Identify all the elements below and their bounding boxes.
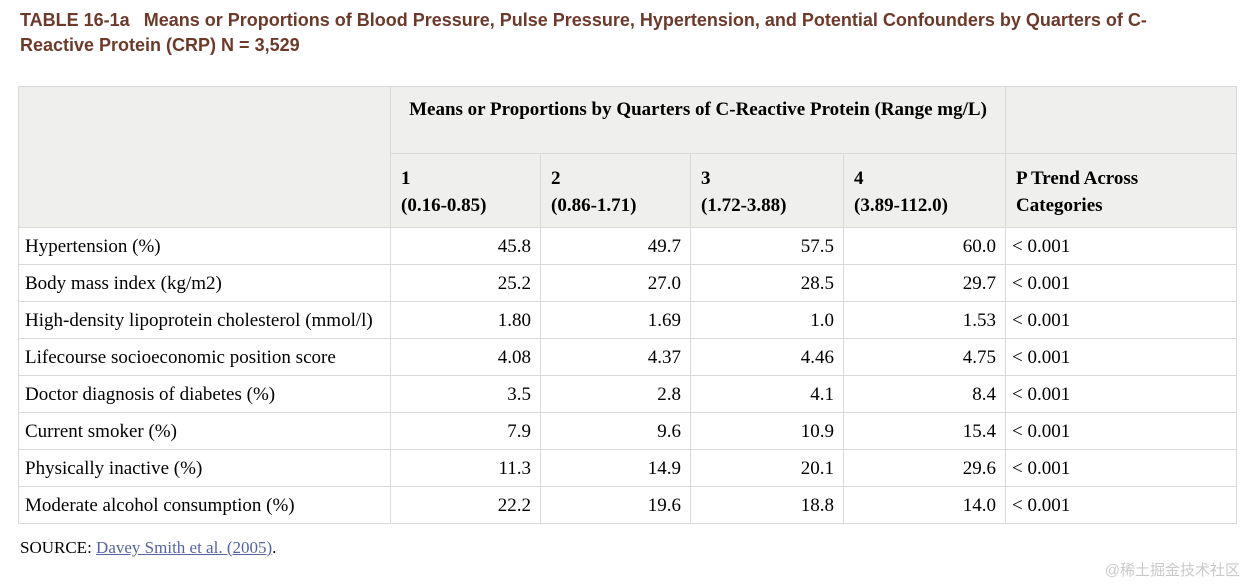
row-value: 9.6 — [540, 412, 691, 450]
quarter-2-label: 2 — [551, 168, 561, 189]
quarter-2-range: (0.86-1.71) — [551, 195, 637, 216]
row-label: Moderate alcohol consumption (%) — [18, 486, 391, 524]
row-value: 10.9 — [690, 412, 844, 450]
quarter-1-range: (0.16-0.85) — [401, 195, 487, 216]
row-label: Hypertension (%) — [18, 227, 391, 265]
quarter-1-label: 1 — [401, 168, 411, 189]
row-value: 29.6 — [842, 449, 1007, 487]
row-value: 11.3 — [390, 449, 541, 487]
row-value: 1.80 — [390, 301, 541, 339]
row-value: 19.6 — [540, 486, 691, 524]
row-label: Body mass index (kg/m2) — [18, 264, 391, 302]
column-header-quarter-4: 4 (3.89-112.0) — [842, 153, 1007, 228]
row-value: 4.46 — [690, 338, 844, 376]
source-link[interactable]: Davey Smith et al. (2005) — [96, 538, 273, 557]
crp-data-table: Means or Proportions by Quarters of C-Re… — [18, 86, 1238, 524]
row-value: 4.08 — [390, 338, 541, 376]
table-row: Physically inactive (%) 11.3 14.9 20.1 2… — [18, 449, 1238, 487]
table-row: Hypertension (%) 45.8 49.7 57.5 60.0 < 0… — [18, 227, 1238, 265]
row-label: Lifecourse socioeconomic position score — [18, 338, 391, 376]
row-label: Current smoker (%) — [18, 412, 391, 450]
row-p-value: < 0.001 — [1005, 412, 1238, 450]
row-value: 14.0 — [842, 486, 1007, 524]
column-header-quarter-2: 2 (0.86-1.71) — [540, 153, 691, 228]
row-value: 18.8 — [690, 486, 844, 524]
source-suffix: . — [272, 538, 277, 557]
row-value: 1.69 — [540, 301, 691, 339]
row-value: 22.2 — [390, 486, 541, 524]
row-p-value: < 0.001 — [1005, 264, 1238, 302]
source-prefix: SOURCE: — [20, 538, 97, 557]
row-value: 49.7 — [540, 227, 691, 265]
row-value: 4.37 — [540, 338, 691, 376]
empty-header-cell — [1005, 86, 1238, 154]
row-value: 20.1 — [690, 449, 844, 487]
table-title-label: TABLE 16-1a — [20, 10, 130, 30]
row-value: 2.8 — [540, 375, 691, 413]
row-value: 14.9 — [540, 449, 691, 487]
row-p-value: < 0.001 — [1005, 338, 1238, 376]
table-row: Current smoker (%) 7.9 9.6 10.9 15.4 < 0… — [18, 412, 1238, 450]
row-value: 1.53 — [842, 301, 1007, 339]
row-value: 60.0 — [842, 227, 1007, 265]
row-value: 27.0 — [540, 264, 691, 302]
table-row: Moderate alcohol consumption (%) 22.2 19… — [18, 486, 1238, 524]
row-value: 3.5 — [390, 375, 541, 413]
row-value: 4.1 — [690, 375, 844, 413]
quarter-4-range: (3.89-112.0) — [854, 195, 948, 216]
table-row: Body mass index (kg/m2) 25.2 27.0 28.5 2… — [18, 264, 1238, 302]
row-label: Doctor diagnosis of diabetes (%) — [18, 375, 391, 413]
row-value: 57.5 — [690, 227, 844, 265]
column-header-quarter-3: 3 (1.72-3.88) — [690, 153, 844, 228]
header-row-columns: 1 (0.16-0.85) 2 (0.86-1.71) 3 (1.72-3.88… — [19, 153, 1238, 228]
quarter-3-label: 3 — [701, 168, 711, 189]
corner-header-cell — [18, 86, 391, 228]
row-p-value: < 0.001 — [1005, 375, 1238, 413]
row-label: Physically inactive (%) — [18, 449, 391, 487]
table-row: Doctor diagnosis of diabetes (%) 3.5 2.8… — [18, 375, 1238, 413]
quarter-3-range: (1.72-3.88) — [701, 195, 787, 216]
watermark-text: @稀土掘金技术社区 — [1104, 562, 1240, 579]
table-title-text: Means or Proportions of Blood Pressure, … — [20, 10, 1147, 55]
row-value: 45.8 — [390, 227, 541, 265]
row-value: 7.9 — [390, 412, 541, 450]
row-value: 8.4 — [842, 375, 1007, 413]
row-label: High-density lipoprotein cholesterol (mm… — [18, 301, 391, 339]
column-header-p-trend: P Trend Across Categories — [1005, 153, 1238, 228]
row-value: 15.4 — [842, 412, 1007, 450]
row-value: 29.7 — [842, 264, 1007, 302]
row-p-value: < 0.001 — [1005, 449, 1238, 487]
row-p-value: < 0.001 — [1005, 301, 1238, 339]
table-row: Lifecourse socioeconomic position score … — [18, 338, 1238, 376]
row-value: 25.2 — [390, 264, 541, 302]
row-value: 1.0 — [690, 301, 844, 339]
table-title: TABLE 16-1a Means or Proportions of Blood… — [20, 8, 1170, 58]
row-p-value: < 0.001 — [1005, 227, 1238, 265]
quarter-4-label: 4 — [854, 168, 864, 189]
header-row-group: Means or Proportions by Quarters of C-Re… — [18, 86, 1238, 228]
source-citation: SOURCE: Davey Smith et al. (2005). — [20, 538, 1254, 558]
row-p-value: < 0.001 — [1005, 486, 1238, 524]
row-value: 28.5 — [690, 264, 844, 302]
row-value: 4.75 — [842, 338, 1007, 376]
group-header-cell: Means or Proportions by Quarters of C-Re… — [389, 86, 1007, 154]
table-row: High-density lipoprotein cholesterol (mm… — [18, 301, 1238, 339]
column-header-quarter-1: 1 (0.16-0.85) — [390, 153, 541, 228]
